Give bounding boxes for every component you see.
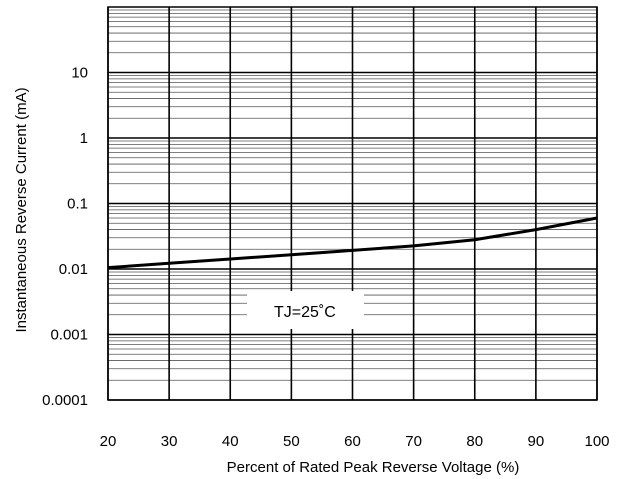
annotation-box (247, 291, 364, 329)
y-tick-label: 0.01 (59, 261, 88, 278)
plot-frame (107, 6, 598, 401)
grid (107, 7, 598, 401)
x-tick-labels: 20 30 40 50 60 70 80 90 100 (100, 433, 610, 450)
y-tick-labels: 0.0001 0.001 0.01 0.1 1 10 (42, 65, 88, 410)
x-axis-label: Percent of Rated Peak Reverse Voltage (%… (227, 459, 520, 476)
series-line (107, 216, 598, 270)
x-tick-label: 90 (528, 433, 545, 450)
y-axis-label: Instantaneous Reverse Current (mA) (13, 87, 30, 332)
x-tick-label: 30 (161, 433, 178, 450)
x-tick-label: 100 (584, 433, 609, 450)
y-tick-label: 1 (80, 130, 88, 147)
x-tick-label: 70 (405, 433, 422, 450)
y-tick-label: 0.0001 (42, 392, 88, 409)
x-tick-label: 40 (222, 433, 239, 450)
x-tick-label: 80 (466, 433, 483, 450)
y-tick-label: 0.001 (50, 327, 88, 344)
annotation-temperature: TJ=25˚C (274, 304, 336, 321)
x-tick-label: 20 (100, 433, 117, 450)
x-tick-label: 60 (344, 433, 361, 450)
x-tick-label: 50 (283, 433, 300, 450)
y-tick-label: 0.1 (67, 196, 88, 213)
y-tick-label: 10 (71, 65, 88, 82)
